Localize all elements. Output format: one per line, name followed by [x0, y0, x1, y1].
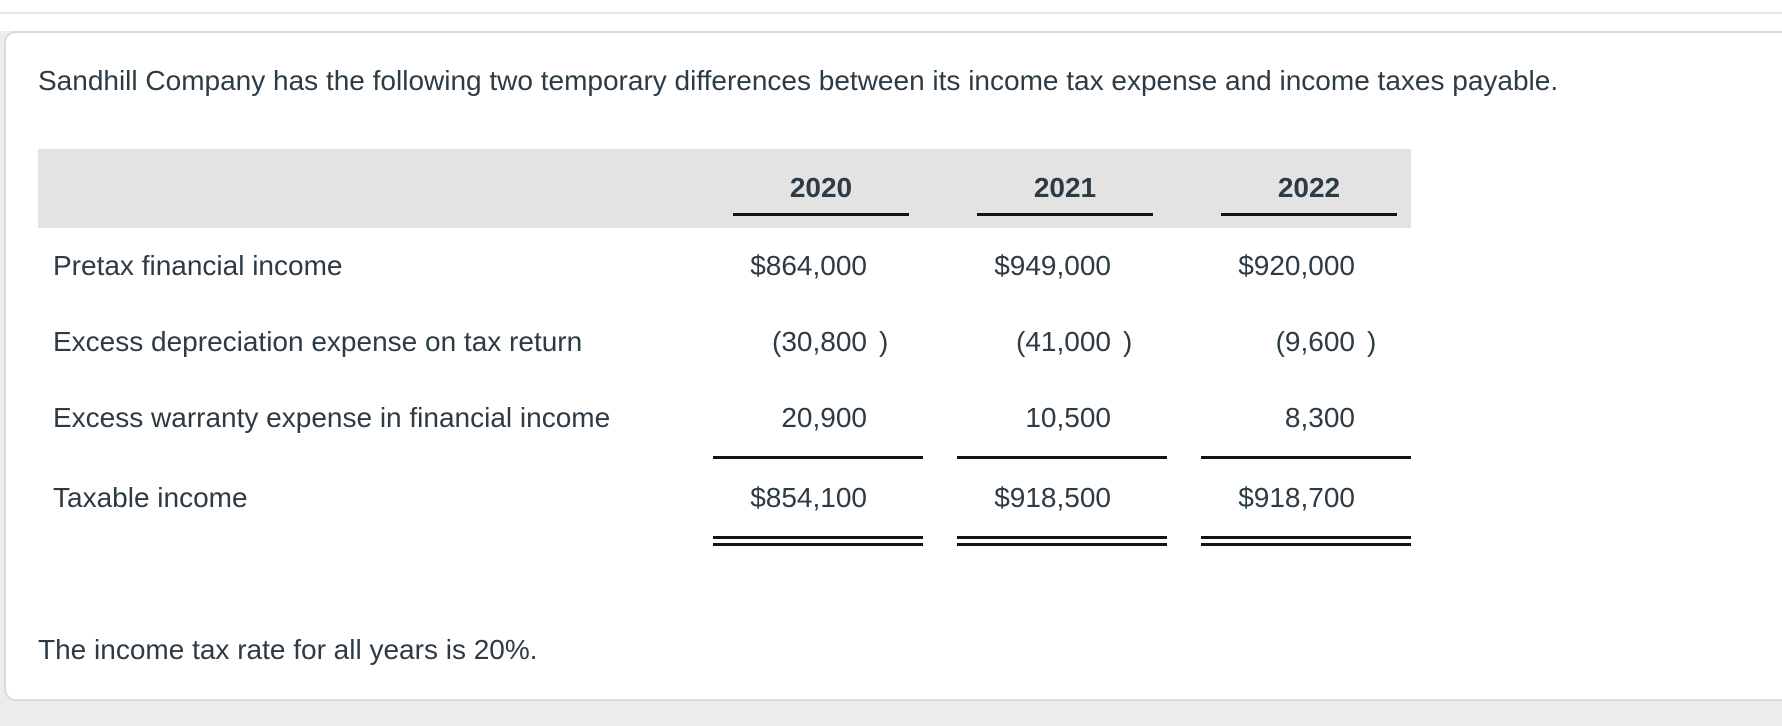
total-double-rule-2020: [713, 536, 923, 546]
table-row: Excess depreciation expense on tax retur…: [38, 304, 1411, 380]
paren-slot: ): [1367, 326, 1377, 357]
cell-pretax-2021: $949,000: [923, 250, 1167, 282]
amount: 20,900: [781, 402, 867, 433]
total-double-rule-2022: [1201, 536, 1411, 546]
table-row: Taxable income $854,100 $918,500 $918,70…: [38, 460, 1411, 536]
year-column-2021: 2021: [923, 162, 1167, 216]
cell-depreciation-2020: (30,800 ): [679, 326, 923, 358]
amount: 10,500: [1025, 402, 1111, 433]
problem-statement: Sandhill Company has the following two t…: [38, 65, 1559, 96]
total-double-rule-row: [38, 536, 1411, 548]
amount: (9,600: [1275, 326, 1355, 357]
table-row: Excess warranty expense in financial inc…: [38, 380, 1411, 456]
cell-depreciation-2022: (9,600 ): [1167, 326, 1411, 358]
amount: $918,500: [994, 482, 1111, 513]
cell-taxable-2022: $918,700: [1167, 482, 1411, 514]
panel-gap: [0, 14, 1782, 31]
cell-warranty-2022: 8,300: [1167, 402, 1411, 434]
subtotal-rule-row: [38, 456, 1411, 460]
row-label-pretax-financial-income: Pretax financial income: [53, 250, 343, 281]
subtotal-rule-2022: [1201, 456, 1411, 459]
year-header-2022: 2022: [1221, 172, 1397, 216]
cell-warranty-2021: 10,500: [923, 402, 1167, 434]
cell-taxable-2021: $918,500: [923, 482, 1167, 514]
paren-slot: ): [879, 326, 889, 357]
amount: $918,700: [1238, 482, 1355, 513]
cell-pretax-2022: $920,000: [1167, 250, 1411, 282]
amount: (30,800: [772, 326, 867, 357]
year-header-2020: 2020: [733, 172, 909, 216]
cell-taxable-2020: $854,100: [679, 482, 923, 514]
amount: $854,100: [750, 482, 867, 513]
year-column-2020: 2020: [679, 162, 923, 216]
paren-slot: ): [1123, 326, 1133, 357]
total-double-rule-2021: [957, 536, 1167, 546]
tax-rate-note: The income tax rate for all years is 20%…: [38, 634, 538, 665]
cell-warranty-2020: 20,900: [679, 402, 923, 434]
amount: $949,000: [994, 250, 1111, 281]
previous-panel-edge: [0, 0, 1782, 14]
year-header-2021: 2021: [977, 172, 1153, 216]
amount: $864,000: [750, 250, 867, 281]
subtotal-rule-2020: [713, 456, 923, 459]
amount: $920,000: [1238, 250, 1355, 281]
question-card: Sandhill Company has the following two t…: [4, 31, 1782, 701]
cell-pretax-2020: $864,000: [679, 250, 923, 282]
year-column-2022: 2022: [1167, 162, 1411, 216]
subtotal-rule-2021: [957, 456, 1167, 459]
row-label-excess-depreciation: Excess depreciation expense on tax retur…: [53, 326, 583, 357]
table-header-row: 2020 2021 2022: [38, 149, 1411, 228]
income-table: 2020 2021 2022 Pretax financial income $…: [38, 149, 1411, 548]
cell-depreciation-2021: (41,000 ): [923, 326, 1167, 358]
row-label-excess-warranty: Excess warranty expense in financial inc…: [53, 402, 611, 433]
row-label-taxable-income: Taxable income: [53, 482, 248, 513]
amount: (41,000: [1016, 326, 1111, 357]
amount: 8,300: [1284, 402, 1355, 433]
table-row: Pretax financial income $864,000 $949,00…: [38, 228, 1411, 304]
